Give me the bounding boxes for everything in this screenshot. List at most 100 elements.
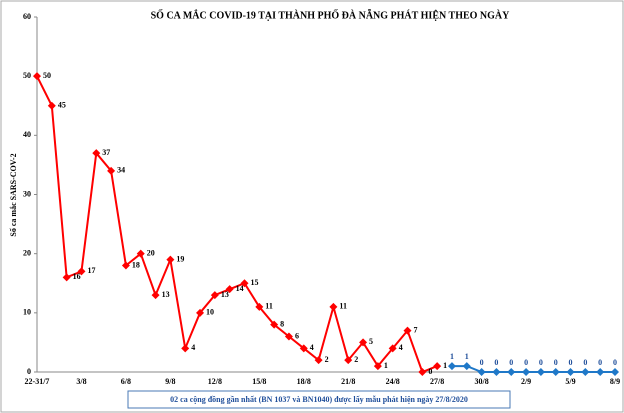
- marker: [477, 368, 486, 376]
- marker: [196, 308, 205, 317]
- data-label: 1: [450, 352, 454, 361]
- data-label: 0: [554, 358, 558, 367]
- marker: [447, 362, 456, 371]
- x-tick-label: 3/8: [76, 377, 86, 386]
- marker: [507, 368, 516, 376]
- marker: [551, 368, 560, 376]
- data-label: 34: [117, 166, 125, 175]
- data-label: 19: [176, 254, 184, 263]
- x-tick-label: 15/8: [252, 377, 266, 386]
- data-label: 6: [295, 331, 299, 340]
- marker: [462, 362, 471, 371]
- data-label: 0: [428, 367, 432, 376]
- y-tick-label: 20: [23, 248, 31, 257]
- x-tick-label: 24/8: [386, 377, 400, 386]
- data-label: 0: [583, 358, 587, 367]
- data-label: 0: [524, 358, 528, 367]
- note-box: [127, 390, 511, 409]
- x-tick-label: 2/9: [521, 377, 531, 386]
- marker: [121, 261, 130, 270]
- y-axis-label: Số ca mắc SARS-COV-2: [9, 153, 18, 236]
- x-tick-label: 30/8: [474, 377, 488, 386]
- marker: [136, 249, 145, 258]
- data-label: 4: [310, 343, 314, 352]
- marker: [255, 302, 264, 311]
- data-label: 0: [598, 358, 602, 367]
- marker: [536, 368, 545, 376]
- marker: [581, 368, 590, 376]
- marker: [270, 320, 279, 329]
- x-tick-label: 5/9: [565, 377, 575, 386]
- data-label: 5: [369, 337, 373, 346]
- data-label: 0: [569, 358, 573, 367]
- series-line: [36, 75, 438, 374]
- x-tick-label: 6/8: [121, 377, 131, 386]
- marker: [566, 368, 575, 376]
- data-label: 1: [465, 352, 469, 361]
- data-label: 2: [325, 355, 329, 364]
- x-tick-label: 9/8: [165, 377, 175, 386]
- data-label: 4: [191, 343, 195, 352]
- data-label: 0: [494, 358, 498, 367]
- marker: [344, 356, 353, 365]
- marker: [359, 338, 368, 347]
- x-tick-label: 21/8: [341, 377, 355, 386]
- marker: [299, 344, 308, 353]
- marker: [492, 368, 501, 376]
- marker: [284, 332, 293, 341]
- note: 02 ca cộng đồng gần nhất (BN 1037 và BN1…: [170, 395, 468, 404]
- marker: [210, 291, 219, 300]
- data-label: 1: [384, 361, 388, 370]
- data-label: 13: [221, 290, 229, 299]
- marker: [62, 273, 71, 282]
- data-label: 17: [87, 266, 95, 275]
- marker: [522, 368, 531, 376]
- data-label: 2: [354, 355, 358, 364]
- data-label: 16: [73, 272, 81, 281]
- marker: [433, 362, 442, 371]
- data-label: 7: [414, 325, 418, 334]
- marker: [92, 149, 101, 158]
- data-label: 45: [58, 101, 66, 110]
- data-label: 0: [480, 358, 484, 367]
- marker: [596, 368, 605, 376]
- marker: [403, 326, 412, 335]
- data-label: 11: [339, 302, 347, 311]
- marker: [47, 101, 56, 110]
- data-label: 50: [43, 71, 51, 80]
- data-label: 13: [162, 290, 170, 299]
- data-label: 15: [250, 278, 258, 287]
- marker: [107, 166, 116, 175]
- y-tick-label: 40: [23, 130, 31, 139]
- marker: [329, 302, 338, 311]
- marker: [314, 356, 323, 365]
- marker: [388, 344, 397, 353]
- data-label: 18: [132, 260, 140, 269]
- data-label: 11: [265, 302, 273, 311]
- data-label: 0: [509, 358, 513, 367]
- x-tick-label: 8/9: [610, 377, 620, 386]
- data-label: 20: [147, 248, 155, 257]
- data-label: 0: [539, 358, 543, 367]
- marker: [225, 285, 234, 294]
- y-tick-label: 60: [23, 12, 31, 21]
- marker: [373, 362, 382, 371]
- marker: [611, 368, 619, 376]
- x-tick-label: 22-31/7: [25, 377, 50, 386]
- chart-title: SỐ CA MẮC COVID-19 TẠI THÀNH PHỐ ĐÀ NẴNG…: [151, 8, 511, 21]
- y-tick-label: 0: [27, 367, 31, 376]
- data-label: 1: [443, 361, 447, 370]
- y-tick-label: 30: [23, 189, 31, 198]
- marker: [166, 255, 175, 264]
- marker: [77, 267, 86, 276]
- data-label: 8: [280, 319, 284, 328]
- marker: [418, 368, 427, 376]
- y-tick-label: 10: [23, 308, 31, 317]
- marker: [151, 291, 160, 300]
- y-tick-label: 50: [23, 71, 31, 80]
- data-label: 4: [399, 343, 403, 352]
- data-label: 37: [102, 148, 110, 157]
- data-label: 0: [613, 358, 617, 367]
